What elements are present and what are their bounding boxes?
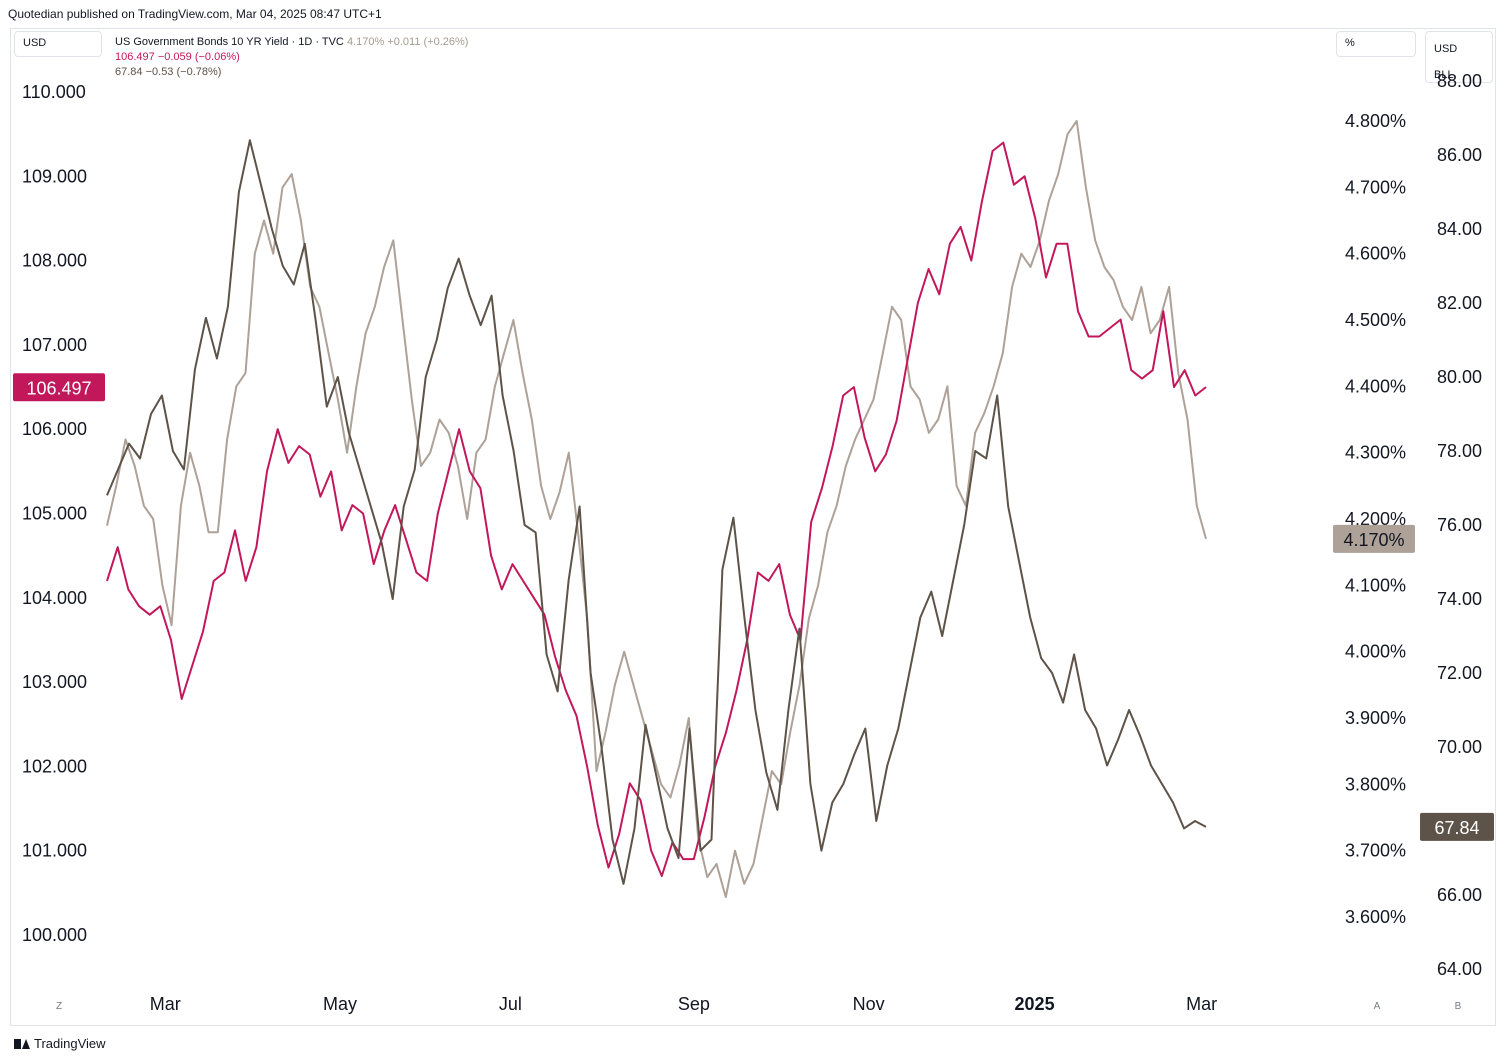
- right-unit-label: BLL: [1434, 69, 1454, 81]
- tradingview-footer[interactable]: TradingView: [14, 1036, 106, 1051]
- percent-axis-chip[interactable]: %: [1336, 31, 1416, 57]
- legend-row-yield[interactable]: US Government Bonds 10 YR Yield · 1D · T…: [115, 35, 468, 50]
- legend-row-oil[interactable]: 67.84 −0.53 (−0.78%): [115, 65, 468, 80]
- left-currency-chip[interactable]: USD: [14, 31, 102, 57]
- right-currency-label: USD: [1434, 43, 1458, 55]
- legend-series2-value: 106.497: [115, 51, 155, 63]
- chart-frame: [10, 28, 1496, 1026]
- legend-row-dollar[interactable]: 106.497 −0.059 (−0.06%): [115, 50, 468, 65]
- legend-series3-value: 67.84: [115, 66, 143, 78]
- legend-symbol-value: 4.170%: [346, 36, 385, 48]
- legend-series2-change: −0.059 (−0.06%): [157, 51, 240, 63]
- tradingview-brand: TradingView: [34, 1036, 106, 1051]
- publish-info: Quotedian published on TradingView.com, …: [8, 7, 382, 21]
- right-axis-chip[interactable]: USD BLL: [1425, 31, 1493, 83]
- legend-symbol-change: +0.011 (+0.26%): [387, 36, 469, 48]
- tradingview-logo-icon: [14, 1038, 30, 1049]
- legend-symbol: US Government Bonds 10 YR Yield · 1D · T…: [115, 36, 344, 48]
- chart-legend: US Government Bonds 10 YR Yield · 1D · T…: [115, 35, 468, 80]
- legend-series3-change: −0.53 (−0.78%): [145, 66, 222, 78]
